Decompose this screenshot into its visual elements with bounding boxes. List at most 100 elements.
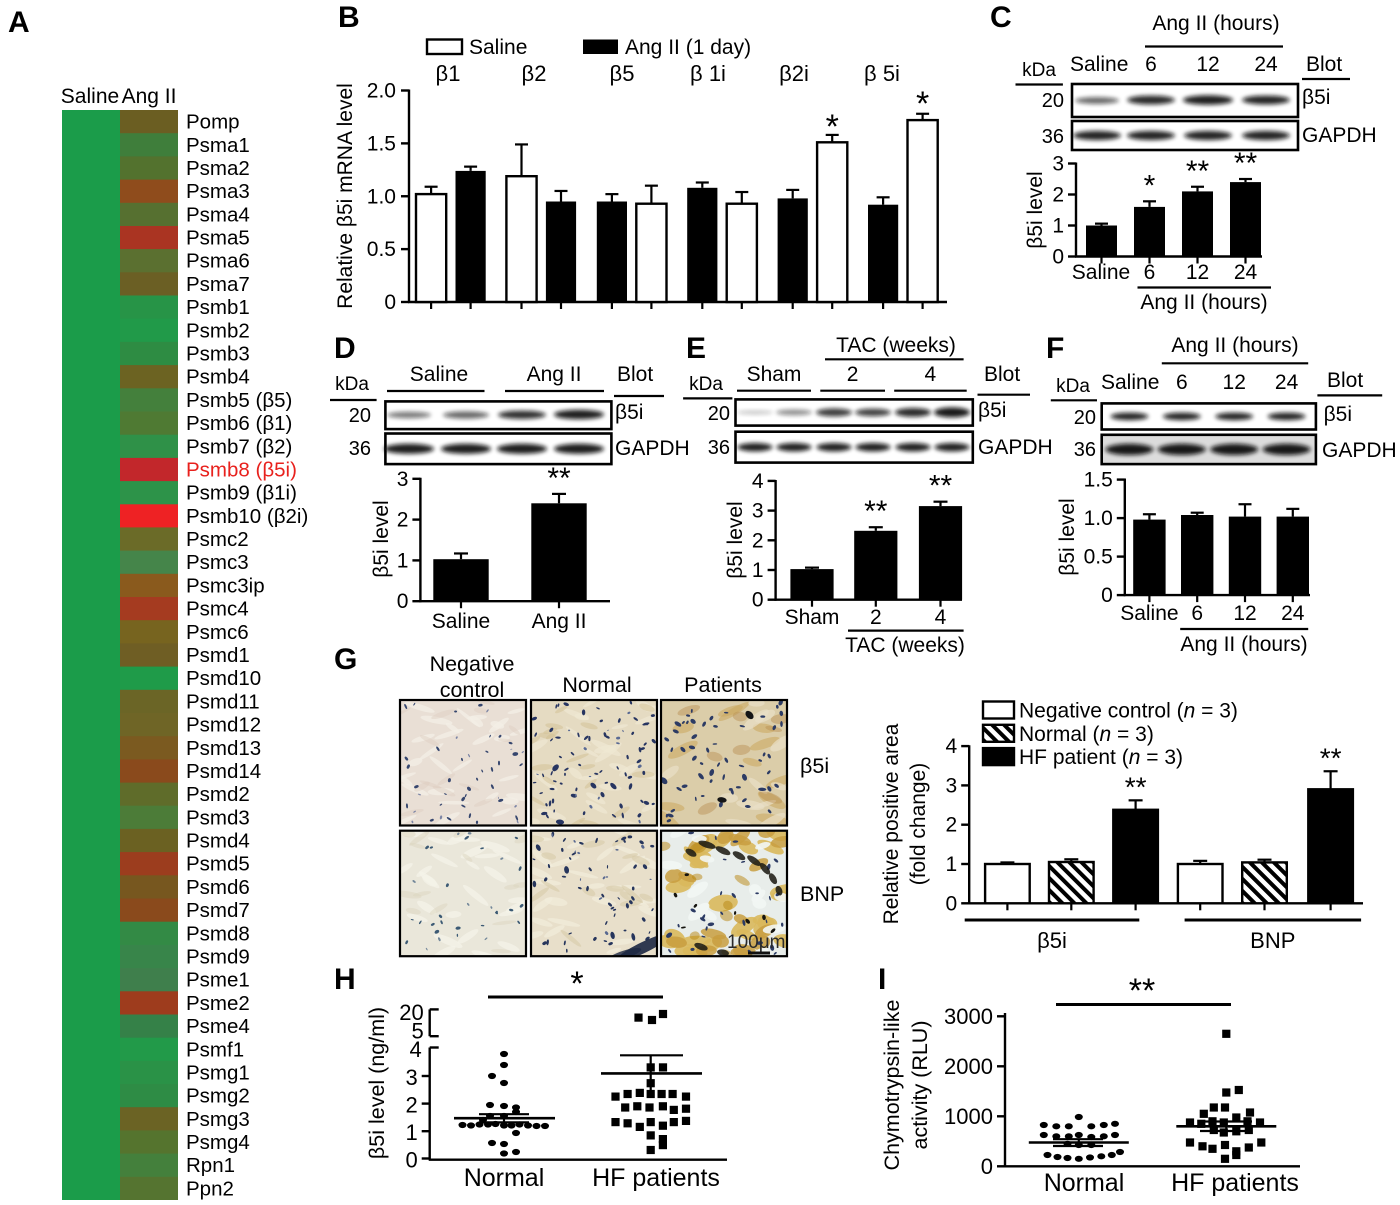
svg-text:Psmc3: Psmc3 [186,551,249,574]
svg-text:2: 2 [397,509,409,532]
svg-text:TAC (weeks): TAC (weeks) [845,634,965,657]
svg-text:Psme1: Psme1 [186,969,250,992]
svg-text:0: 0 [752,589,764,612]
svg-text:*: * [1144,169,1156,202]
svg-text:Psmg2: Psmg2 [186,1085,250,1108]
svg-text:36: 36 [1042,126,1064,148]
svg-text:1.0: 1.0 [367,185,396,208]
svg-text:control: control [440,678,505,702]
svg-text:1.0: 1.0 [1084,507,1113,530]
svg-text:0: 0 [397,590,409,613]
svg-text:GAPDH: GAPDH [615,437,690,460]
svg-text:Psmd5: Psmd5 [186,853,250,876]
svg-text:4: 4 [409,1037,421,1062]
svg-text:**: ** [547,462,571,495]
svg-text:Psma3: Psma3 [186,180,250,203]
svg-text:12: 12 [1223,371,1246,394]
svg-text:β5i: β5i [615,401,643,424]
svg-text:0.5: 0.5 [367,238,396,261]
svg-text:Saline: Saline [432,610,490,633]
svg-text:β5i: β5i [800,754,829,778]
svg-text:Psmd8: Psmd8 [186,922,250,945]
svg-text:Psma7: Psma7 [186,273,250,296]
svg-text:Normal: Normal [562,673,631,697]
svg-text:2.0: 2.0 [367,80,396,103]
svg-text:Pomp: Pomp [186,111,240,134]
svg-text:3: 3 [752,500,764,523]
svg-text:*: * [570,965,583,1003]
svg-text:Psma1: Psma1 [186,134,250,157]
svg-text:24: 24 [1254,53,1278,76]
svg-text:C: C [990,1,1012,34]
svg-text:Psmb6 (β1): Psmb6 (β1) [186,412,292,435]
svg-text:activity (RLU): activity (RLU) [908,1020,932,1149]
svg-text:Sham: Sham [785,606,840,629]
svg-text:5: 5 [411,1019,423,1044]
svg-text:**: ** [1125,771,1147,802]
svg-text:Relative positive area: Relative positive area [880,723,903,924]
svg-text:Psma5: Psma5 [186,227,250,250]
svg-text:3: 3 [405,1065,417,1090]
svg-text:**: ** [1186,155,1210,188]
svg-text:3: 3 [397,468,409,491]
svg-text:Psmb2: Psmb2 [186,319,250,342]
svg-text:BNP: BNP [1250,928,1295,953]
svg-text:TAC (weeks): TAC (weeks) [836,334,956,357]
svg-text:Normal: Normal [1044,1169,1125,1197]
svg-text:Normal: Normal [464,1164,545,1192]
svg-text:20: 20 [1074,407,1096,429]
svg-text:Psmd1: Psmd1 [186,644,250,667]
svg-text:1: 1 [1052,215,1064,238]
svg-text:Ang II (hours): Ang II (hours) [1180,633,1307,656]
svg-text:6: 6 [1191,602,1203,625]
svg-text:Psmd7: Psmd7 [186,899,250,922]
svg-text:Blot: Blot [1306,53,1342,76]
svg-text:2: 2 [752,529,764,552]
svg-text:β5i level: β5i level [724,501,747,578]
svg-text:Negative control (n = 3): Negative control (n = 3) [1019,700,1238,723]
svg-text:kDa: kDa [689,374,723,395]
svg-text:4: 4 [935,606,947,629]
svg-text:20: 20 [1042,90,1064,112]
svg-text:4: 4 [925,363,937,386]
svg-text:kDa: kDa [1022,60,1056,81]
svg-text:Rpn1: Rpn1 [186,1154,235,1177]
svg-text:**: ** [1129,972,1155,1010]
svg-text:3: 3 [1052,153,1064,176]
svg-text:Blot: Blot [617,363,653,386]
svg-text:4: 4 [946,735,958,758]
svg-text:Ppn2: Ppn2 [186,1177,234,1200]
svg-text:β5i: β5i [1324,403,1352,426]
svg-text:36: 36 [708,437,730,459]
svg-text:Normal (n = 3): Normal (n = 3) [1019,723,1154,746]
svg-text:Psmc3ip: Psmc3ip [186,574,265,597]
svg-text:I: I [878,963,886,996]
svg-text:2: 2 [847,363,859,386]
svg-text:*: * [826,108,839,146]
svg-text:Psmd13: Psmd13 [186,737,261,760]
svg-text:GAPDH: GAPDH [1322,439,1397,462]
svg-text:**: ** [929,470,953,503]
svg-text:β2: β2 [522,61,547,86]
svg-text:Psmg4: Psmg4 [186,1131,250,1154]
svg-text:Negative: Negative [430,652,515,676]
svg-text:Blot: Blot [1327,369,1363,392]
svg-text:**: ** [1320,742,1342,773]
svg-text:0: 0 [405,1148,417,1173]
svg-text:24: 24 [1281,602,1305,625]
svg-text:Psmg3: Psmg3 [186,1108,250,1131]
svg-text:Psme2: Psme2 [186,992,250,1015]
svg-text:HF patients: HF patients [592,1164,720,1192]
svg-text:kDa: kDa [335,374,369,395]
svg-text:2: 2 [405,1093,417,1118]
svg-text:Psmd3: Psmd3 [186,806,250,829]
svg-text:β5i level (ng/ml): β5i level (ng/ml) [365,1007,389,1159]
svg-text:Ang II (hours): Ang II (hours) [1140,291,1267,314]
svg-text:2: 2 [1052,184,1064,207]
svg-text:Ang II (hours): Ang II (hours) [1171,334,1298,357]
svg-text:Psmf1: Psmf1 [186,1038,244,1061]
svg-text:Psmb9 (β1i): Psmb9 (β1i) [186,482,297,505]
svg-text:Psmb10 (β2i): Psmb10 (β2i) [186,505,308,528]
svg-text:β5i level: β5i level [1056,498,1079,575]
svg-text:36: 36 [349,438,371,460]
